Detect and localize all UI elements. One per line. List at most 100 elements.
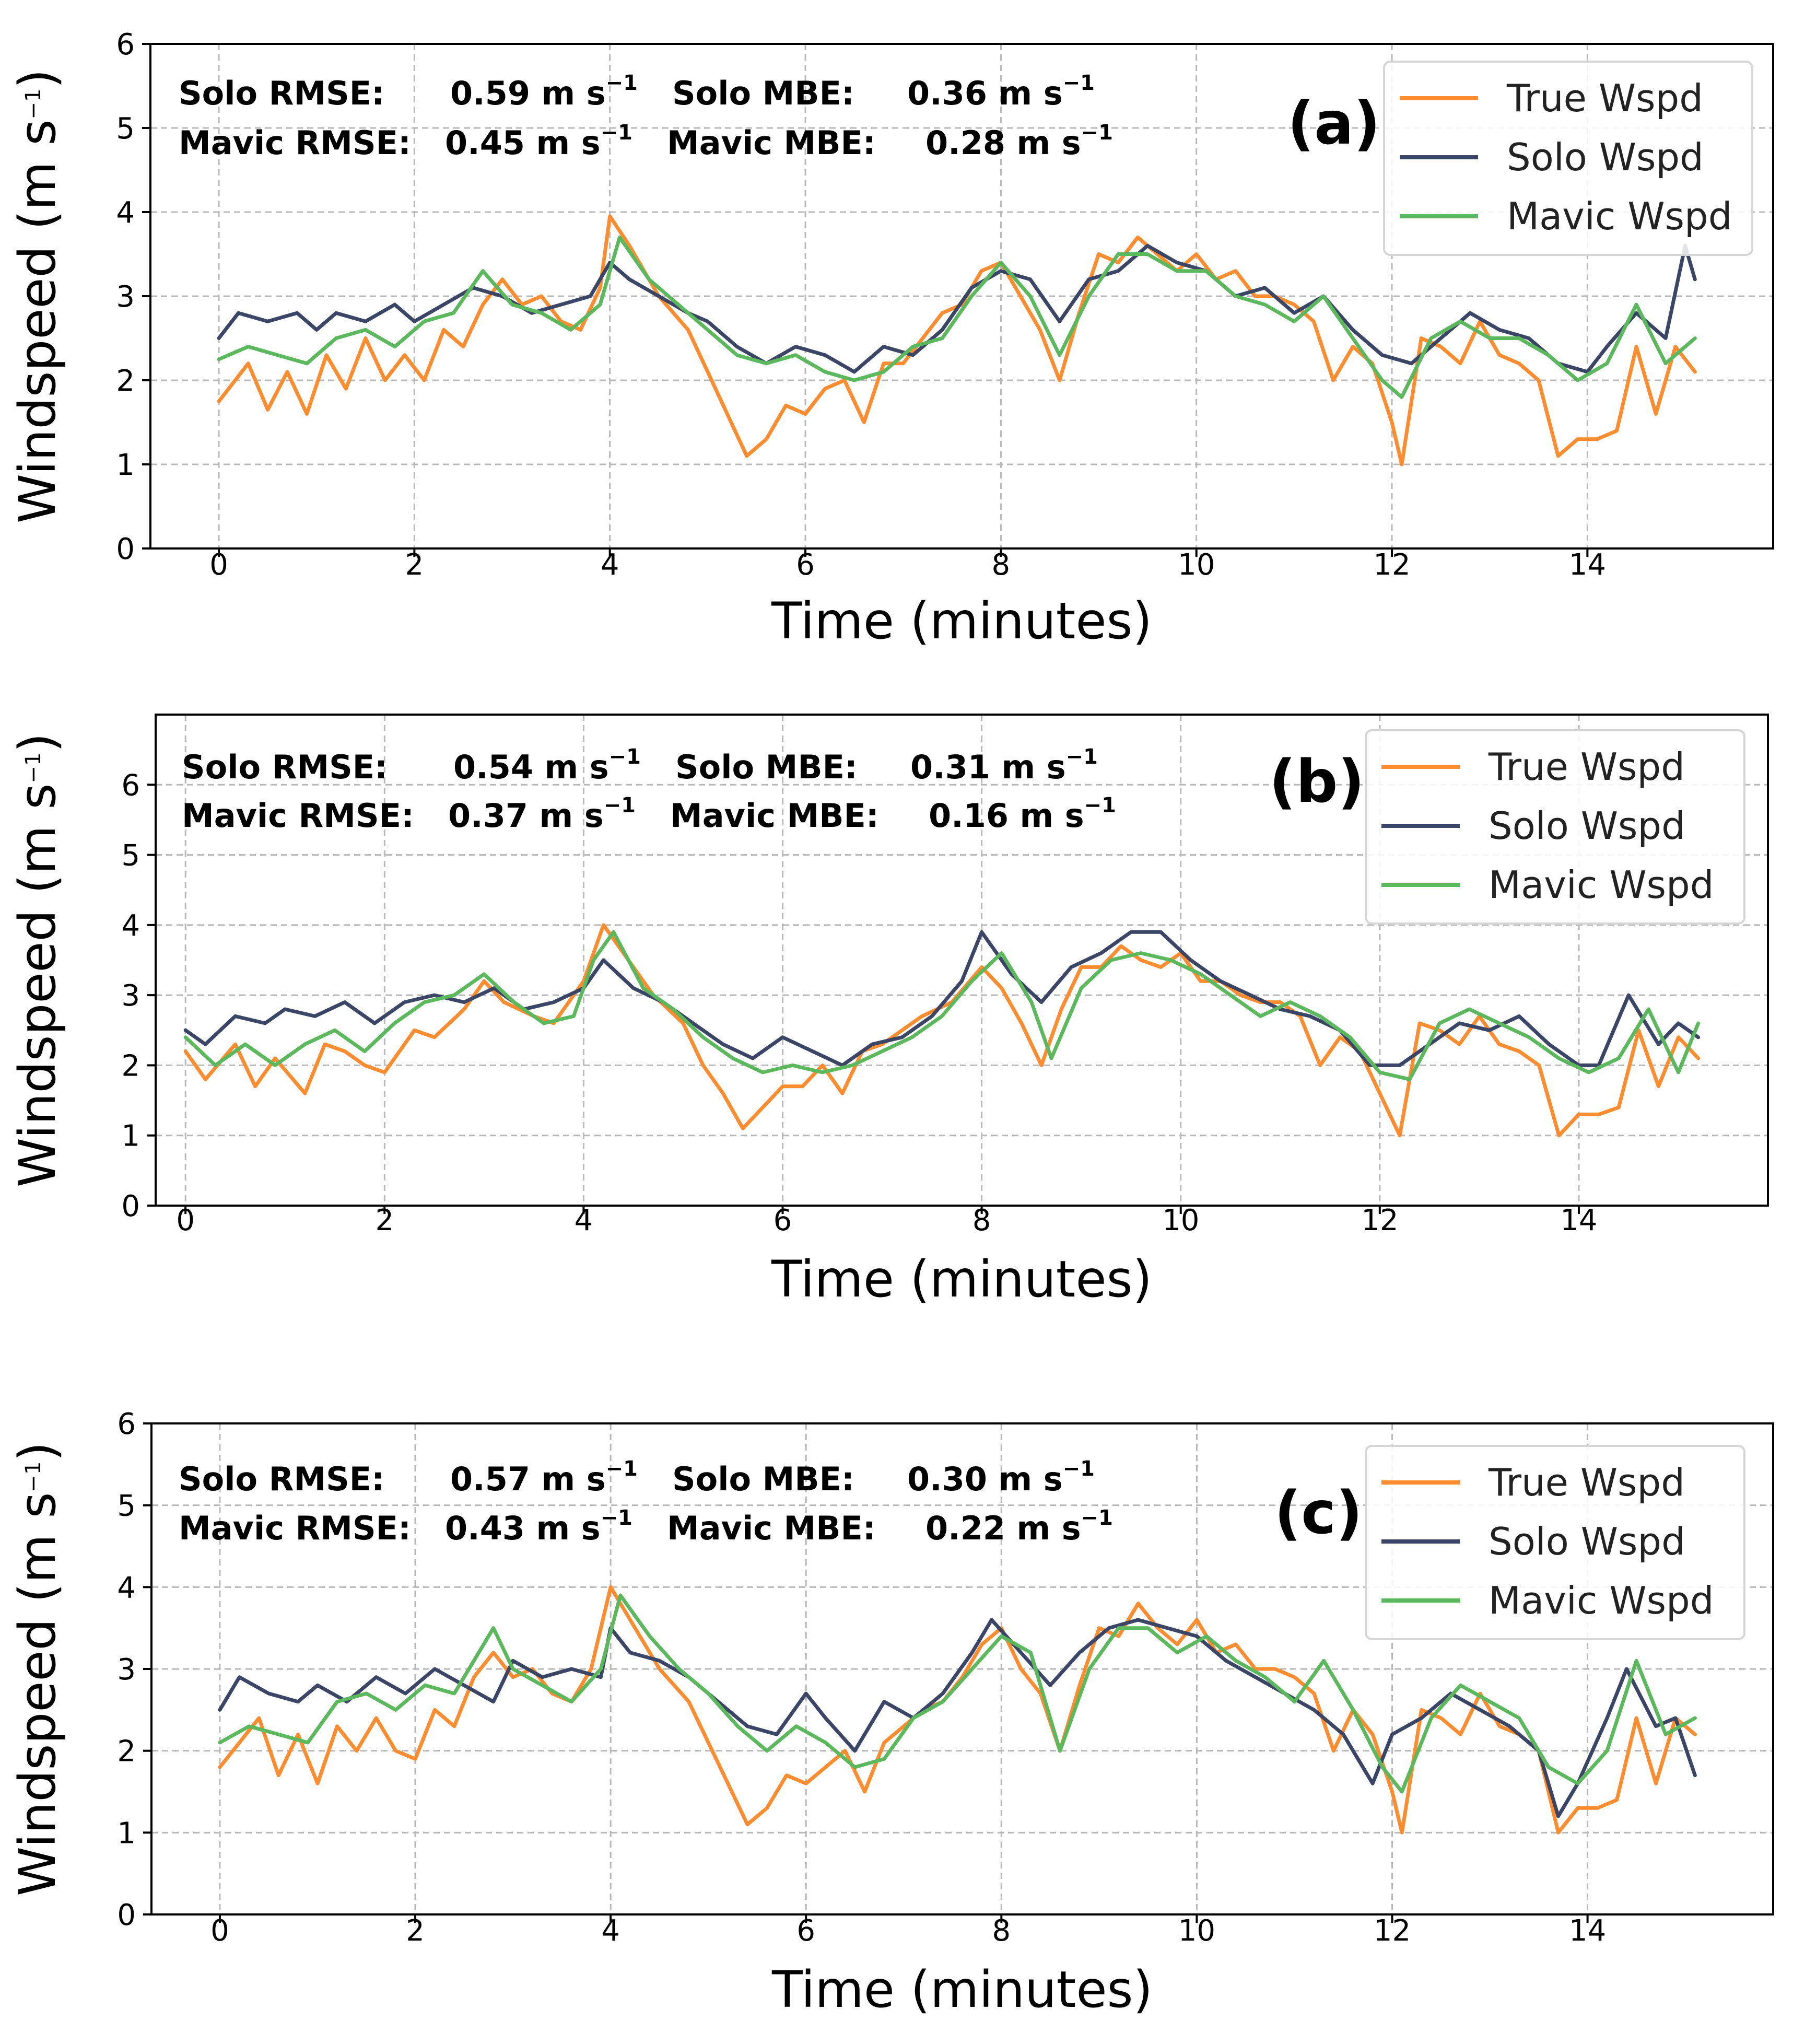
y-tick-label: 1 (117, 1816, 136, 1850)
y-tick-label: 5 (116, 112, 135, 146)
x-tick-label: 12 (1374, 1914, 1411, 1948)
panel-label: (a) (1287, 90, 1380, 158)
solo-mbe-value: 0.30 m s−1 (907, 1457, 1095, 1498)
legend-label-solo: Solo Wspd (1489, 1520, 1685, 1563)
x-tick-label: 2 (405, 548, 424, 582)
y-axis-title: Windspeed (m s−1) (8, 69, 67, 523)
x-tick-label: 4 (575, 1204, 593, 1237)
series-line-mavic (183, 930, 1701, 1081)
plot-frame (155, 714, 1769, 1207)
solo-mbe-value: 0.31 m s−1 (910, 745, 1098, 786)
mavic-rmse-label: Mavic RMSE: (182, 797, 414, 835)
x-tick-label: 10 (1178, 1914, 1215, 1948)
y-tick-label: 1 (116, 448, 135, 482)
mavic-mbe-label: Mavic MBE: (670, 797, 879, 835)
series-line-mavic (218, 1593, 1697, 1794)
y-tick-label: 4 (117, 1571, 136, 1605)
x-tick-label: 6 (774, 1204, 792, 1237)
y-tick-label: 0 (121, 1189, 140, 1223)
x-tick-label: 8 (992, 548, 1011, 582)
x-tick-label: 0 (209, 548, 228, 582)
y-tick-label: 5 (117, 1489, 136, 1523)
x-tick-label: 8 (992, 1914, 1011, 1948)
series-line-mavic (217, 235, 1697, 399)
x-tick-label: 6 (796, 548, 815, 582)
y-tick-label: 6 (116, 28, 135, 62)
y-tick-label: 0 (116, 532, 135, 566)
y-axis-title: Windspeed (m s−1) (8, 1442, 67, 1896)
x-tick-label: 12 (1361, 1204, 1398, 1237)
series-line-solo (183, 930, 1701, 1067)
x-tick-label: 2 (375, 1204, 394, 1237)
x-tick-label: 10 (1162, 1204, 1199, 1237)
series-line-true (218, 1585, 1697, 1835)
x-axis-title: Time (minutes) (771, 1960, 1153, 2019)
solo-rmse-value: 0.54 m s−1 (453, 745, 641, 786)
legend-label-true: True Wspd (1506, 76, 1703, 120)
legend-label-mavic: Mavic Wspd (1489, 1579, 1714, 1622)
solo-mbe-label: Solo MBE: (672, 1460, 854, 1498)
x-tick-label: 4 (601, 1914, 620, 1948)
mavic-mbe-label: Mavic MBE: (667, 124, 876, 162)
y-tick-label: 3 (121, 979, 140, 1013)
legend-box (1383, 61, 1753, 256)
mavic-rmse-label: Mavic RMSE: (179, 124, 411, 162)
mavic-mbe-value: 0.22 m s−1 (925, 1506, 1113, 1547)
legend-label-solo: Solo Wspd (1489, 804, 1685, 848)
panel-label: (b) (1269, 748, 1365, 816)
legend: True Wspd Solo Wspd Mavic Wspd (1383, 61, 1753, 256)
solo-rmse-value: 0.59 m s−1 (450, 71, 638, 112)
x-tick-label: 0 (176, 1204, 195, 1237)
solo-rmse-value: 0.57 m s−1 (450, 1457, 638, 1498)
y-tick-label: 5 (121, 839, 140, 873)
mavic-rmse-value: 0.45 m s−1 (445, 121, 632, 162)
y-tick-label: 2 (121, 1049, 140, 1083)
y-tick-label: 4 (121, 909, 140, 943)
mavic-mbe-label: Mavic MBE: (667, 1509, 876, 1547)
legend-label-true: True Wspd (1488, 1461, 1685, 1504)
legend-box (1365, 729, 1745, 925)
mavic-rmse-value: 0.43 m s−1 (445, 1506, 632, 1547)
y-axis-title: Windspeed (m s−1) (8, 733, 67, 1187)
y-tick-label: 0 (117, 1898, 136, 1932)
y-tick-label: 4 (116, 196, 135, 230)
series-line-solo (218, 1618, 1697, 1818)
mavic-rmse-label: Mavic RMSE: (179, 1509, 411, 1547)
x-tick-label: 14 (1560, 1204, 1597, 1237)
mavic-mbe-value: 0.16 m s−1 (929, 793, 1116, 835)
y-tick-label: 2 (117, 1735, 136, 1769)
panel-label: (c) (1274, 1479, 1363, 1547)
solo-rmse-label: Solo RMSE: (179, 1460, 384, 1498)
series-line-true (183, 923, 1701, 1138)
x-axis-title: Time (minutes) (771, 1250, 1152, 1309)
solo-mbe-value: 0.36 m s−1 (907, 71, 1095, 112)
x-tick-label: 8 (972, 1204, 991, 1237)
solo-mbe-label: Solo MBE: (675, 748, 858, 786)
mavic-rmse-value: 0.37 m s−1 (448, 793, 636, 835)
y-tick-label: 3 (116, 280, 135, 314)
legend-box (1365, 1445, 1745, 1640)
legend: True Wspd Solo Wspd Mavic Wspd (1365, 729, 1745, 925)
solo-mbe-label: Solo MBE: (672, 74, 854, 112)
legend-label-mavic: Mavic Wspd (1489, 863, 1714, 907)
legend-label-true: True Wspd (1488, 745, 1685, 789)
solo-rmse-label: Solo RMSE: (179, 74, 384, 112)
x-tick-label: 0 (210, 1914, 229, 1948)
x-tick-label: 12 (1373, 548, 1410, 582)
y-tick-label: 2 (116, 364, 135, 398)
mavic-mbe-value: 0.28 m s−1 (925, 121, 1113, 162)
y-tick-label: 1 (121, 1119, 140, 1153)
legend: True Wspd Solo Wspd Mavic Wspd (1365, 1445, 1745, 1640)
solo-rmse-label: Solo RMSE: (182, 748, 388, 786)
series-line-solo (217, 243, 1697, 374)
x-tick-label: 10 (1178, 548, 1215, 582)
x-tick-label: 4 (601, 548, 619, 582)
x-tick-label: 6 (796, 1914, 815, 1948)
y-tick-label: 6 (121, 768, 140, 802)
y-tick-label: 3 (117, 1653, 136, 1687)
